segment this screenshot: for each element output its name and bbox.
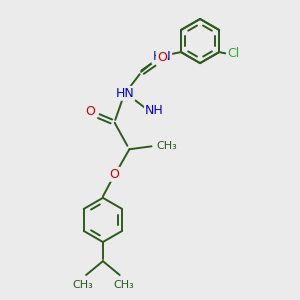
Text: CH₃: CH₃ — [156, 141, 177, 151]
Text: CH₃: CH₃ — [113, 280, 134, 290]
Text: CH₃: CH₃ — [72, 280, 93, 290]
Text: NH: NH — [145, 104, 164, 117]
Text: O: O — [157, 52, 167, 64]
Text: HN: HN — [152, 50, 171, 63]
Text: O: O — [85, 105, 95, 118]
Text: HN: HN — [116, 87, 134, 100]
Text: O: O — [110, 168, 120, 181]
Text: Cl: Cl — [227, 47, 239, 60]
